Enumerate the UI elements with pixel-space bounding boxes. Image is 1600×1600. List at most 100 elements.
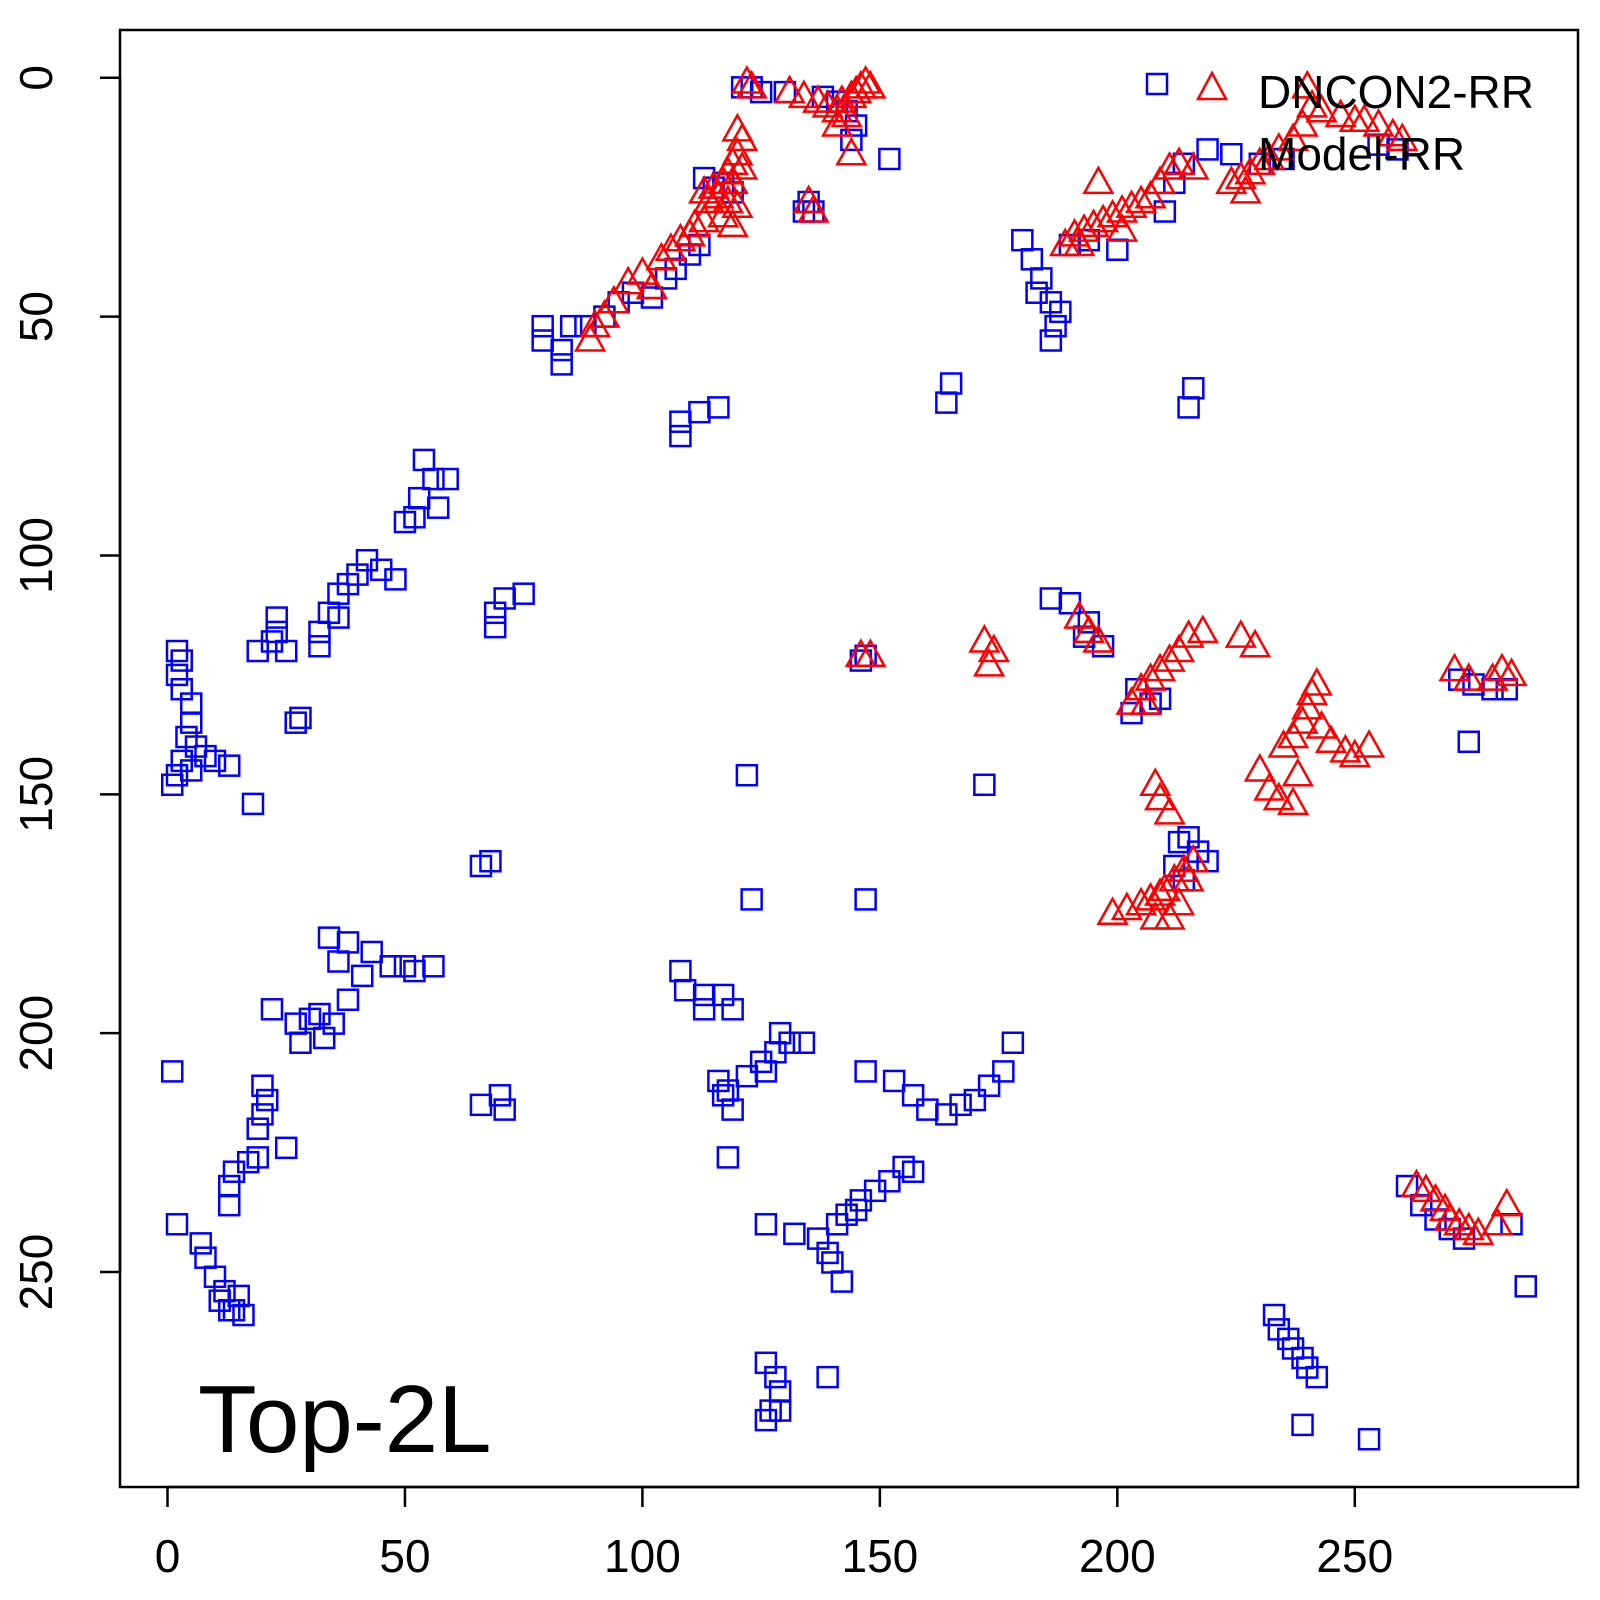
dncon2-rr-point-16 (721, 112, 754, 142)
model-rr-point-156 (488, 1084, 512, 1107)
dncon2-rr-point-102 (1276, 719, 1310, 749)
model-rr-point-135 (251, 1074, 274, 1097)
model-rr-point-86 (735, 763, 759, 787)
model-rr-point-118 (336, 931, 360, 954)
model-rr-point-98 (1030, 267, 1053, 290)
model-rr-point-213 (1305, 1365, 1329, 1389)
dncon2-rr-point-36 (673, 217, 707, 247)
model-rr-point-231 (1196, 138, 1219, 161)
dncon2-rr-point-108 (1314, 724, 1348, 754)
model-rr-point-181 (977, 1074, 1001, 1097)
panel-annotation: Top-2L (198, 1366, 492, 1473)
y-tick-label-3: 150 (10, 756, 62, 833)
dncon2-rr-point-54 (1124, 184, 1158, 214)
dncon2-rr-point-137 (1433, 1201, 1466, 1231)
dncon2-rr-point-87 (1063, 600, 1096, 629)
dncon2-rr-point-2 (773, 74, 806, 104)
dncon2-rr-point-124 (1143, 877, 1177, 906)
model-rr-point-78 (426, 496, 450, 519)
dncon2-rr-point-95 (1172, 619, 1205, 648)
dncon2-rr-point-100 (1129, 686, 1162, 715)
model-rr-point-62 (308, 634, 331, 658)
dncon2-rr-point-143 (1438, 652, 1471, 682)
model-rr-point-87 (1039, 587, 1063, 610)
dncon2-rr-point-33 (797, 193, 830, 223)
dncon2-rr-point-12 (854, 69, 887, 99)
model-rr-point-158 (669, 959, 692, 983)
dncon2-rr-point-125 (1148, 872, 1181, 902)
model-rr-point-76 (422, 467, 445, 491)
model-rr-point-57 (265, 606, 288, 629)
model-rr-point-214 (1291, 1413, 1314, 1437)
y-tick-label-5: 250 (10, 1234, 62, 1311)
dncon2-rr-point-14 (820, 107, 854, 137)
dncon2-rr-point-115 (1276, 786, 1310, 816)
model-rr-point-49 (179, 759, 203, 782)
model-rr-point-221 (1457, 730, 1481, 754)
dncon2-rr-point-58 (1162, 146, 1196, 176)
model-rr-point-27 (531, 314, 554, 338)
dncon2-rr-point-26 (702, 179, 735, 209)
dncon2-rr-point-120 (1096, 896, 1129, 926)
plot-frame (118, 28, 1580, 1489)
model-rr-point-124 (422, 955, 445, 978)
model-rr-point-85 (973, 773, 996, 797)
dncon2-rr-point-29 (692, 184, 726, 214)
model-rr-point-59 (284, 711, 307, 734)
model-rr-point-196 (878, 1170, 901, 1193)
dncon2-rr-point-119 (1153, 795, 1186, 825)
dncon2-rr-point-41 (612, 265, 645, 295)
y-tick-label-0: 0 (10, 65, 62, 91)
model-rr-point-178 (916, 1098, 939, 1121)
x-tick-label-0: 0 (155, 1530, 181, 1582)
axes-layer: 0 50 100 150 200 250 0 50 100 150 200 250 (10, 65, 1393, 1582)
model-rr-point-139 (274, 1136, 298, 1160)
y-tick-label-1: 50 (10, 291, 62, 342)
dncon2-rr-point-89 (1082, 623, 1115, 653)
model-rr-point-8 (840, 128, 863, 152)
model-rr-point-97 (1020, 248, 1044, 271)
x-tick-label-4: 200 (1079, 1530, 1156, 1582)
x-tick-label-2: 100 (604, 1530, 681, 1582)
dncon2-rr-point-118 (1143, 781, 1177, 811)
dncon2-rr-point-91 (1134, 662, 1167, 691)
dncon2-rr-point-45 (574, 322, 607, 352)
model-rr-point-53 (217, 754, 241, 777)
dncon2-rr-point-5 (811, 88, 844, 118)
dncon2-rr-point-3 (787, 79, 821, 109)
dncon2-rr-point-147 (1495, 657, 1528, 687)
model-rr-point-232 (1220, 142, 1243, 166)
y-tick-label-2: 100 (10, 517, 62, 594)
dncon2-rr-point-74 (1324, 98, 1357, 128)
model-rr-point-155 (469, 1093, 493, 1117)
dncon2-rr-point-60 (1082, 165, 1115, 195)
dncon2-rr-point-92 (1143, 652, 1177, 682)
dncon2-rr-point-132 (1139, 900, 1172, 930)
dncon2-rr-point-110 (1338, 738, 1371, 768)
model-rr-point-205 (768, 1399, 792, 1422)
model-rr-point-137 (251, 1103, 274, 1126)
model-rr-point-103 (1039, 329, 1063, 352)
model-rr-point-26 (559, 314, 583, 338)
dncon2-rr-point-61 (1105, 213, 1139, 242)
model-rr-point-201 (764, 1365, 787, 1389)
dncon2-rr-point-144 (1452, 662, 1485, 691)
model-rr-point-31 (707, 396, 730, 419)
dncon2-rr-point-42 (597, 284, 631, 314)
dncon2-rr-point-46 (635, 270, 669, 300)
dncon2-rr-point-4 (801, 84, 835, 113)
dncon2-rr-point-146 (1485, 652, 1519, 682)
model-rr-point-177 (901, 1084, 925, 1107)
legend-label-dncon2-rr: DNCON2-RR (1258, 66, 1534, 118)
y-tick-label-4: 200 (10, 995, 62, 1072)
dncon2-rr-point-28 (721, 189, 754, 219)
dncon2-rr-point-73 (1305, 93, 1338, 123)
dncon2-rr-point-106 (1300, 666, 1333, 696)
model-rr-point-198 (901, 1160, 925, 1183)
model-rr-point-186 (754, 1213, 778, 1236)
model-rr-point-65 (327, 606, 350, 629)
model-rr-point-133 (350, 964, 374, 988)
dncon2-rr-point-70 (1276, 122, 1310, 152)
points-layer (160, 64, 1538, 1451)
